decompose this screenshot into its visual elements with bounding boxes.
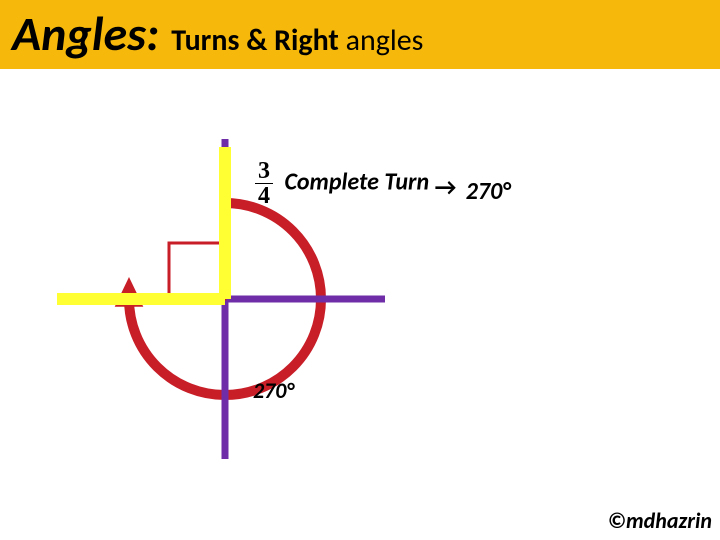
angle-diagram-svg xyxy=(0,69,720,509)
subtitle: Turns & Right angles xyxy=(171,22,423,59)
angle-value-diagram: 270° xyxy=(253,377,294,404)
subtitle-light: angles xyxy=(339,22,424,59)
annotation-complete-turn: 3 4 Complete Turn → 270° xyxy=(255,159,506,208)
credit-text: ©mdhazrin xyxy=(608,507,712,534)
annotation-angle-label: 270° xyxy=(253,377,294,404)
fraction-numerator: 3 xyxy=(255,159,273,184)
fraction-denominator: 4 xyxy=(255,184,273,208)
title-main: Angles: xyxy=(12,4,159,63)
diagram-area: 3 4 Complete Turn → 270° 270° xyxy=(0,69,720,509)
angle-value-main: 270° xyxy=(466,177,511,206)
header-bar: Angles: Turns & Right angles xyxy=(0,0,720,69)
fraction-three-quarters: 3 4 xyxy=(255,159,273,208)
complete-turn-text: Complete Turn xyxy=(284,167,429,196)
arrow-icon: → xyxy=(435,173,457,202)
subtitle-bold: Turns & Right xyxy=(171,22,339,59)
